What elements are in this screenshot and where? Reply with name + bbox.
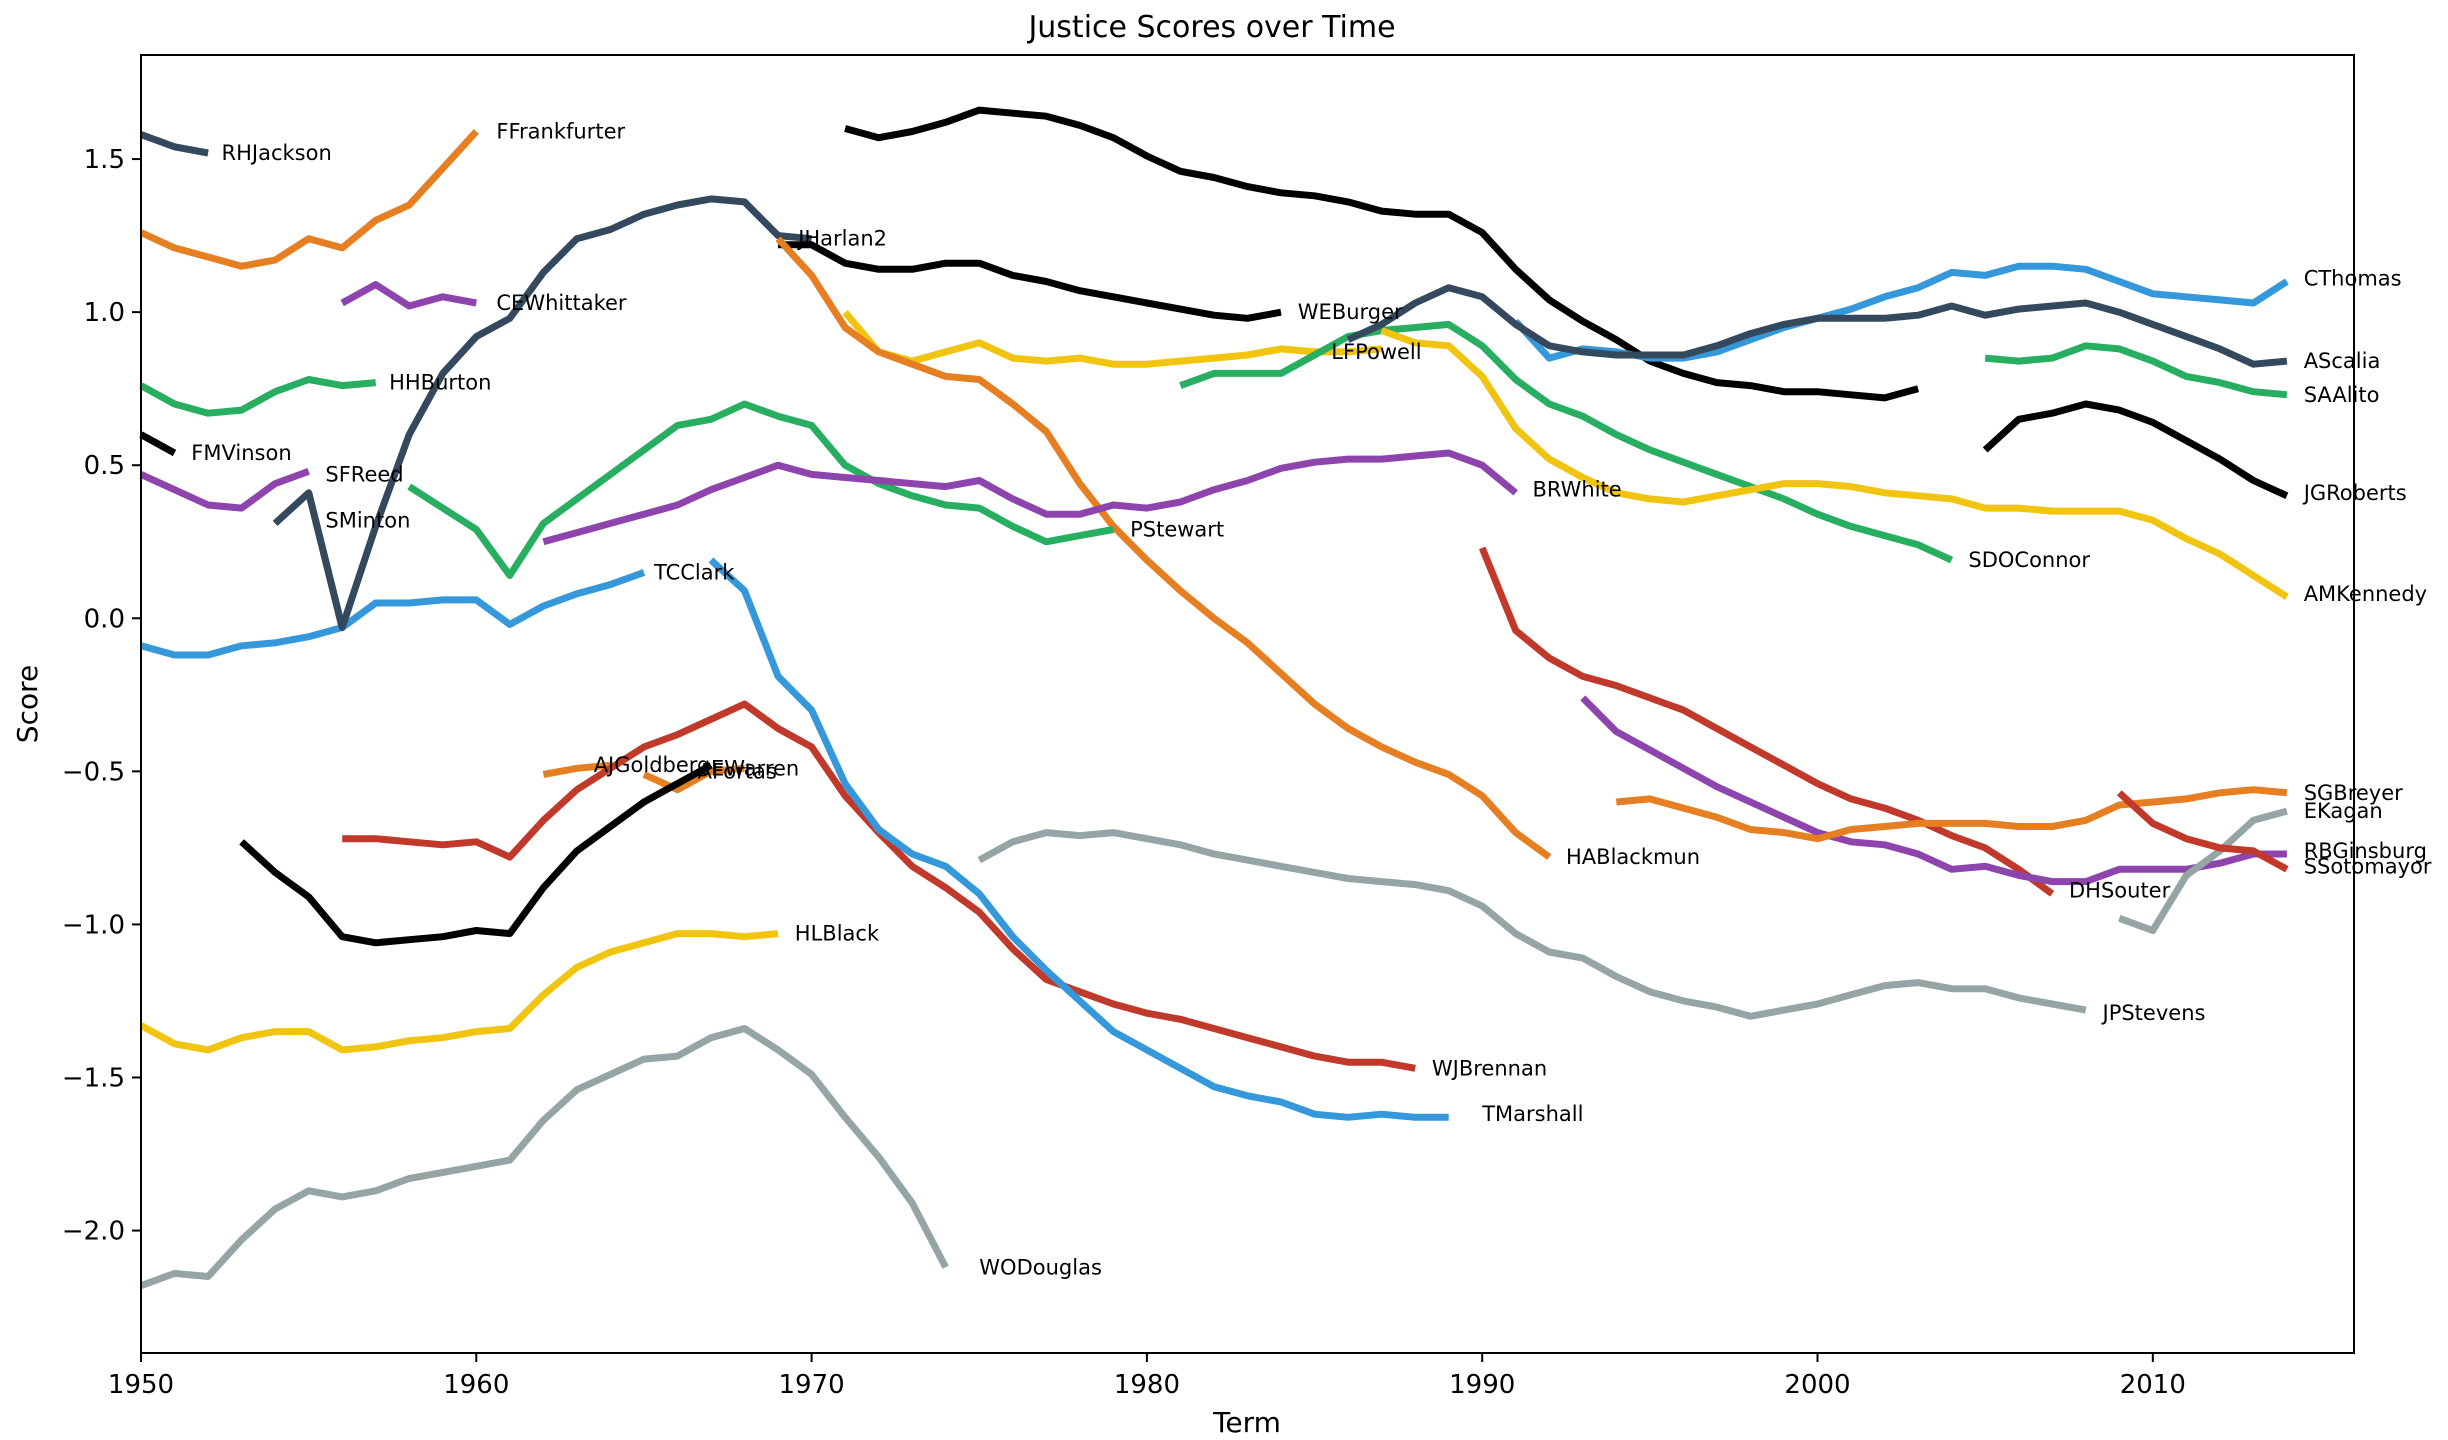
x-tick-label: 1960 — [443, 1370, 509, 1400]
series-line-sdoconnor — [1179, 320, 1954, 564]
series-line-wjbrennan — [239, 762, 713, 947]
series-line-rhjackson — [139, 131, 209, 157]
series-label-ekagan: EKagan — [2304, 799, 2383, 823]
series-label-weburger: WEBurger — [1298, 300, 1403, 324]
series-label-sdoconnor: SDOConnor — [1968, 548, 2090, 572]
x-tick-label: 1980 — [1114, 1370, 1180, 1400]
series-label-ffrankfurter: FFrankfurter — [496, 120, 625, 144]
series-line-whrehnquist — [844, 106, 1920, 402]
series-line-ascalia — [1346, 284, 2288, 368]
series-line-wodouglas — [139, 1025, 949, 1289]
y-tick-label: −0.5 — [62, 757, 125, 787]
series-label-jharlan2: JHarlan2 — [796, 227, 887, 251]
x-tick-label: 2000 — [1784, 1370, 1850, 1400]
series-label-ewarren: EWarren — [711, 756, 799, 780]
series-line-tmarshall — [708, 557, 1449, 1121]
series-line-ffrankfurter — [139, 129, 479, 270]
series-line-ekagan — [2118, 807, 2288, 934]
series-label-hablackmun: HABlackmun — [1566, 845, 1700, 869]
series-label-wodouglas: WODouglas — [979, 1255, 1102, 1279]
series-line-rbginsburg — [1580, 695, 2287, 886]
x-axis-label: Term — [1212, 1406, 1281, 1439]
plot-frame — [140, 54, 2355, 1354]
series-line-jgroberts — [1982, 400, 2289, 499]
series-label-ascalia: AScalia — [2304, 349, 2381, 373]
y-tick-label: 1.5 — [84, 145, 125, 175]
series-line-cewhittaker — [340, 281, 477, 310]
series-label-wjbrennan: WJBrennan — [1432, 1056, 1547, 1080]
series-line-brwhite — [542, 449, 1518, 546]
series-lines — [139, 106, 2289, 1289]
series-line-ajgoldberg — [542, 761, 611, 778]
series-label-sfreed: SFReed — [325, 462, 403, 486]
series-line-hablackmun — [775, 236, 1552, 860]
series-label-ssotomayor: SSotomayor — [2304, 854, 2432, 878]
series-line-jpstevens — [977, 829, 2087, 1020]
series-line-pstewart — [407, 400, 1115, 579]
series-line-ssotomayor — [2116, 790, 2289, 873]
series-label-cewhittaker: CEWhittaker — [496, 291, 627, 315]
series-line-saalito — [1984, 342, 2288, 399]
y-axis-label: Score — [11, 665, 44, 743]
y-axis: −2.0 −1.5 −1.0 −0.5 0.0 0.5 1.0 1.5 — [62, 145, 141, 1247]
series-label-tmarshall: TMarshall — [1481, 1102, 1583, 1126]
series-line-hhburton — [139, 376, 377, 417]
x-tick-label: 2010 — [2120, 1370, 2186, 1400]
series-label-hhburton: HHBurton — [389, 371, 491, 395]
series-line-lfpowell — [842, 309, 1382, 368]
series-line-dhsouter — [1478, 546, 2055, 897]
y-tick-label: 0.5 — [84, 451, 125, 481]
series-labels: RHJackson FFrankfurter CEWhittaker HHBurton… — [191, 120, 2432, 1280]
series-line-weburger — [778, 241, 1282, 322]
series-line-tcclark — [140, 569, 646, 659]
series-label-fmvinson: FMVinson — [191, 441, 291, 465]
series-line-cthomas — [1513, 262, 2289, 362]
series-line-afortas — [642, 764, 745, 794]
y-tick-label: −1.5 — [62, 1063, 125, 1093]
series-line-fmvinson — [139, 431, 177, 457]
series-line-ewarren — [342, 700, 1416, 1072]
chart-title: Justice Scores over Time — [1026, 10, 1395, 45]
y-tick-label: −1.0 — [62, 910, 125, 940]
series-label-sminton: SMinton — [325, 508, 410, 532]
series-label-jpstevens: JPStevens — [2101, 1001, 2206, 1025]
series-label-saalito: SAAlito — [2304, 383, 2380, 407]
x-tick-label: 1950 — [108, 1370, 174, 1400]
series-label-lfpowell: LFPowell — [1331, 340, 1421, 364]
x-tick-label: 1990 — [1449, 1370, 1515, 1400]
series-line-sgbreyer — [1615, 786, 2288, 843]
y-tick-label: −2.0 — [62, 1217, 125, 1247]
x-tick-label: 1970 — [779, 1370, 845, 1400]
series-label-dhsouter: DHSouter — [2069, 879, 2171, 903]
series-line-amkennedy — [1380, 327, 2289, 600]
series-label-tcclark: TCClark — [653, 560, 735, 584]
series-label-rhjackson: RHJackson — [222, 141, 332, 165]
series-line-jharlan2 — [305, 195, 812, 631]
series-label-cthomas: CThomas — [2304, 267, 2402, 291]
x-axis: 1950 1960 1970 1980 1990 2000 2010 — [108, 1353, 2186, 1400]
y-tick-label: 1.0 — [84, 298, 125, 328]
series-label-hlblack: HLBlack — [795, 922, 880, 946]
series-label-afortas: AFortas — [698, 759, 777, 783]
series-label-rbginsburg: RBGinsburg — [2304, 839, 2427, 863]
series-label-brwhite: BRWhite — [1533, 478, 1622, 502]
series-label-pstewart: PStewart — [1130, 518, 1224, 542]
y-tick-label: 0.0 — [84, 604, 125, 634]
series-line-hlblack — [139, 930, 779, 1054]
series-label-ajgoldberg: AJGoldberg — [594, 753, 711, 777]
series-label-amkennedy: AMKennedy — [2304, 582, 2427, 606]
series-line-sfreed — [139, 468, 310, 512]
